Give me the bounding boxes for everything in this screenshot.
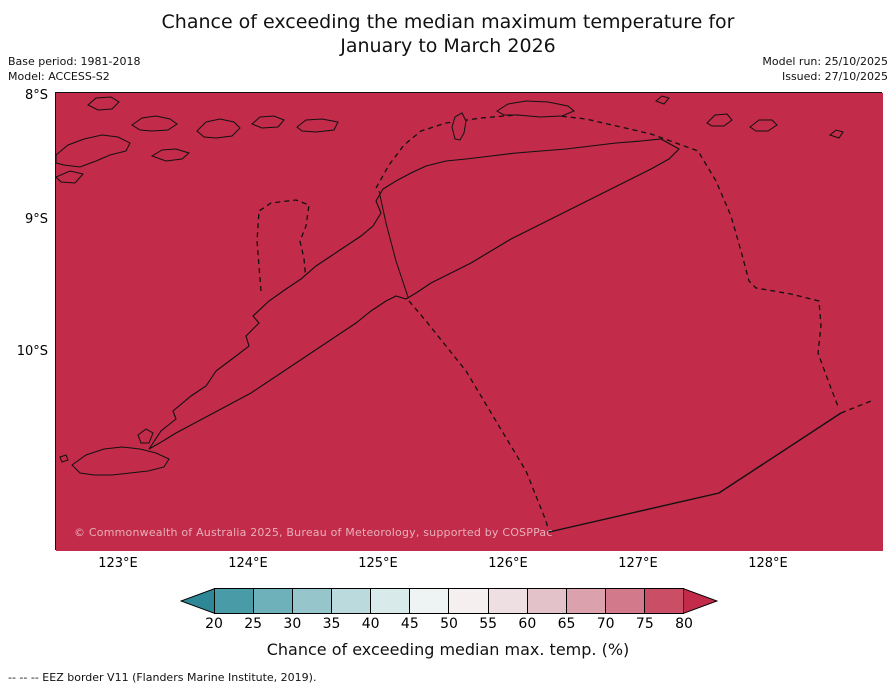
colorbar — [180, 588, 718, 614]
coastline-island-ne4 — [828, 129, 844, 139]
colorbar-left-arrow — [180, 588, 215, 614]
colorbar-tick-label: 80 — [675, 616, 693, 632]
colorbar-segment — [644, 589, 683, 613]
y-axis-tick-10s: 10°S — [16, 344, 48, 359]
x-axis-tick-124e: 124°E — [228, 556, 268, 571]
x-axis-tick-125e: 125°E — [358, 556, 398, 571]
land-border-timor — [378, 190, 409, 298]
colorbar-tick-label: 55 — [479, 616, 498, 632]
coastline-island-ne1 — [655, 95, 670, 105]
eez-border-dashed-north-east — [375, 114, 840, 410]
coastline-island-n2 — [296, 118, 339, 133]
run-metadata-right: Model run: 25/10/2025 Issued: 27/10/2025 — [762, 55, 888, 85]
coastline-island-ne2 — [706, 113, 733, 127]
colorbar-left-arrow-shape — [180, 588, 215, 614]
y-axis-tick-9s: 9°S — [24, 212, 48, 227]
colorbar-segment — [527, 589, 567, 613]
colorbar-tick-label: 65 — [557, 616, 576, 632]
colorbar-segment — [215, 589, 255, 613]
x-axis-tick-123e: 123°E — [98, 556, 138, 571]
colorbar-segment — [566, 589, 606, 613]
colorbar-segment — [605, 589, 645, 613]
colorbar-tick-label: 20 — [205, 616, 223, 632]
coastline-island-alor — [196, 118, 241, 139]
colorbar-segment — [332, 589, 372, 613]
coastline-island-nw4 — [131, 115, 178, 132]
colorbar-tick-label: 75 — [635, 616, 654, 632]
page-title-line1: Chance of exceeding the median maximum t… — [161, 11, 735, 33]
coastline-island-semau — [137, 428, 154, 444]
y-axis-tick-8s: 8°S — [24, 88, 48, 103]
colorbar-tick-label: 40 — [361, 616, 380, 632]
colorbar-tick-label: 70 — [596, 616, 615, 632]
colorbar-tick-label: 60 — [518, 616, 537, 632]
map-canvas — [56, 93, 883, 551]
colorbar-segment — [488, 589, 528, 613]
eez-border-dashed-south — [408, 300, 550, 533]
colorbar-tick-label: 25 — [244, 616, 263, 632]
colorbar-tick-label: 35 — [322, 616, 341, 632]
coastline-timor — [148, 138, 680, 450]
colorbar-tick-label: 30 — [283, 616, 302, 632]
map: © Commonwealth of Australia 2025, Bureau… — [55, 92, 883, 551]
colorbar-segment — [371, 589, 411, 613]
colorbar-body — [214, 588, 684, 614]
eez-legend-note: -- -- -- EEZ border V11 (Flanders Marine… — [8, 671, 317, 684]
x-axis-tick-128e: 128°E — [748, 556, 788, 571]
colorbar-segment — [449, 589, 489, 613]
x-axis-tick-126e: 126°E — [488, 556, 528, 571]
coastline-island-nw1 — [56, 134, 131, 168]
colorbar-segment — [293, 589, 333, 613]
coastline-island-nw5 — [150, 148, 191, 162]
run-metadata-left: Base period: 1981-2018 Model: ACCESS-S2 — [8, 55, 140, 85]
colorbar-label: Chance of exceeding median max. temp. (%… — [266, 640, 630, 659]
copyright-text: © Commonwealth of Australia 2025, Bureau… — [74, 526, 553, 539]
colorbar-tick-label: 50 — [440, 616, 458, 632]
colorbar-ticks: 20 25 30 35 40 45 50 55 60 65 70 75 80 — [205, 616, 693, 634]
issued-text: Issued: 27/10/2025 — [781, 69, 888, 83]
colorbar-right-arrow — [683, 588, 718, 614]
base-period-text: Base period: 1981-2018 — [8, 55, 141, 68]
eez-border-dashed-oecusse — [256, 199, 310, 292]
coastline-island-wetar — [496, 100, 575, 118]
coastline-island-rote — [71, 446, 170, 476]
coastline-island-n1 — [251, 115, 285, 129]
colorbar-right-arrow-shape — [683, 588, 718, 614]
page-title: Chance of exceeding the median maximum t… — [0, 10, 896, 59]
coastline-island-ne3 — [749, 119, 778, 132]
model-text: Model: ACCESS-S2 — [8, 69, 110, 83]
model-run-text: Model run: 25/10/2025 — [762, 55, 888, 68]
coastline-island-nw3 — [87, 96, 120, 111]
x-axis-tick-127e: 127°E — [618, 556, 658, 571]
colorbar-tick-label: 45 — [400, 616, 419, 632]
coastline-island-atauro — [451, 112, 467, 141]
colorbar-segment — [254, 589, 294, 613]
colorbar-segment — [410, 589, 450, 613]
page-title-line2: January to March 2026 — [340, 35, 556, 58]
eez-border-solid-southeast — [548, 412, 842, 533]
coastline-island-sw1 — [59, 454, 69, 463]
coastline-island-nw2 — [56, 170, 84, 184]
